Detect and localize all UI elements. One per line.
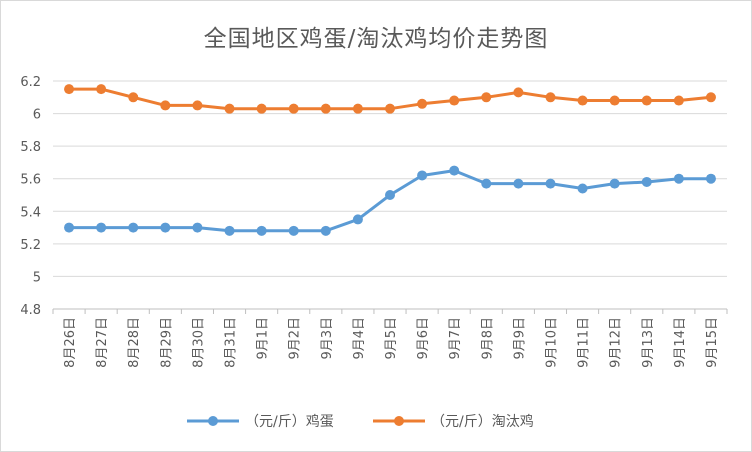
data-point: [128, 222, 139, 233]
legend-entry: （元/斤）淘汰鸡: [373, 413, 534, 430]
x-tick-label: 9月5日: [384, 317, 399, 360]
x-tick-label: 9月12日: [609, 317, 624, 368]
data-point: [705, 92, 716, 103]
data-point: [160, 222, 171, 233]
x-tick-label: 9月10日: [544, 317, 559, 368]
legend-entry: （元/斤）鸡蛋: [187, 413, 334, 430]
chart-title: 全国地区鸡蛋/淘汰鸡均价走势图: [203, 26, 549, 52]
data-point: [256, 225, 267, 236]
x-tick-label: 9月14日: [673, 317, 688, 368]
data-point: [545, 92, 556, 103]
data-point: [256, 103, 267, 114]
legend-label: （元/斤）鸡蛋: [245, 413, 334, 430]
data-point: [417, 98, 428, 109]
x-tick-label: 8月29日: [159, 317, 174, 368]
data-point: [481, 178, 492, 189]
data-point: [352, 214, 363, 225]
x-tick-label: 8月26日: [63, 317, 78, 368]
data-point: [577, 183, 588, 194]
data-point: [192, 100, 203, 111]
x-tick-label: 8月31日: [224, 317, 239, 368]
data-point: [288, 103, 299, 114]
y-tick-label: 5: [33, 270, 41, 285]
data-point: [224, 225, 235, 236]
data-point: [96, 222, 107, 233]
data-point: [609, 178, 620, 189]
y-tick-label: 5.6: [20, 173, 41, 188]
y-tick-label: 4.8: [20, 303, 41, 318]
data-point: [224, 103, 235, 114]
x-tick-label: 9月4日: [352, 317, 367, 360]
x-tick-label: 8月30日: [191, 317, 206, 368]
data-point: [609, 95, 620, 106]
x-tick-label: 9月6日: [416, 317, 431, 360]
x-tick-label: 9月9日: [512, 317, 527, 360]
y-tick-label: 5.4: [20, 205, 41, 220]
y-tick-label: 5.8: [20, 140, 41, 155]
x-tick-label: 9月15日: [705, 317, 720, 368]
y-tick-label: 6.2: [20, 75, 41, 90]
data-point: [577, 95, 588, 106]
x-tick-label: 9月8日: [480, 317, 495, 360]
legend: （元/斤）鸡蛋 （元/斤）淘汰鸡: [187, 413, 534, 430]
x-tick-label: 9月2日: [288, 317, 303, 360]
data-point: [64, 84, 75, 95]
data-point: [705, 173, 716, 184]
data-point: [513, 178, 524, 189]
series-2: [64, 84, 716, 114]
legend-marker: [394, 416, 404, 426]
x-tick-label: 9月3日: [320, 317, 335, 360]
series-layer: [64, 84, 716, 236]
data-point: [449, 165, 460, 176]
x-tick-label: 9月7日: [448, 317, 463, 360]
data-point: [641, 176, 652, 187]
data-point: [481, 92, 492, 103]
data-point: [449, 95, 460, 106]
data-point: [64, 222, 75, 233]
series-1: [64, 165, 716, 236]
data-point: [128, 92, 139, 103]
data-point: [417, 170, 428, 181]
y-tick-label: 6: [33, 108, 41, 123]
data-point: [160, 100, 171, 111]
data-point: [641, 95, 652, 106]
data-point: [673, 95, 684, 106]
data-point: [96, 84, 107, 95]
data-point: [288, 225, 299, 236]
data-point: [545, 178, 556, 189]
legend-marker: [208, 416, 218, 426]
data-point: [320, 103, 331, 114]
data-point: [352, 103, 363, 114]
data-point: [513, 87, 524, 98]
data-point: [673, 173, 684, 184]
axes: 4.8 5 5.2 5.4 5.6 5.8 6 6.2 8月26日 8月27日 8月28日 8月29日…: [20, 75, 728, 368]
data-point: [385, 103, 395, 114]
data-point: [192, 222, 203, 233]
data-point: [385, 190, 395, 200]
x-tick-label: 9月13日: [641, 317, 656, 368]
x-tick-label: 8月27日: [95, 317, 110, 368]
data-point: [320, 225, 331, 236]
x-tick-label: 9月11日: [577, 317, 592, 368]
legend-label: （元/斤）淘汰鸡: [431, 413, 534, 430]
x-tick-label: 9月1日: [256, 317, 271, 360]
x-tick-label: 8月28日: [127, 317, 142, 368]
y-tick-label: 5.2: [20, 238, 41, 253]
